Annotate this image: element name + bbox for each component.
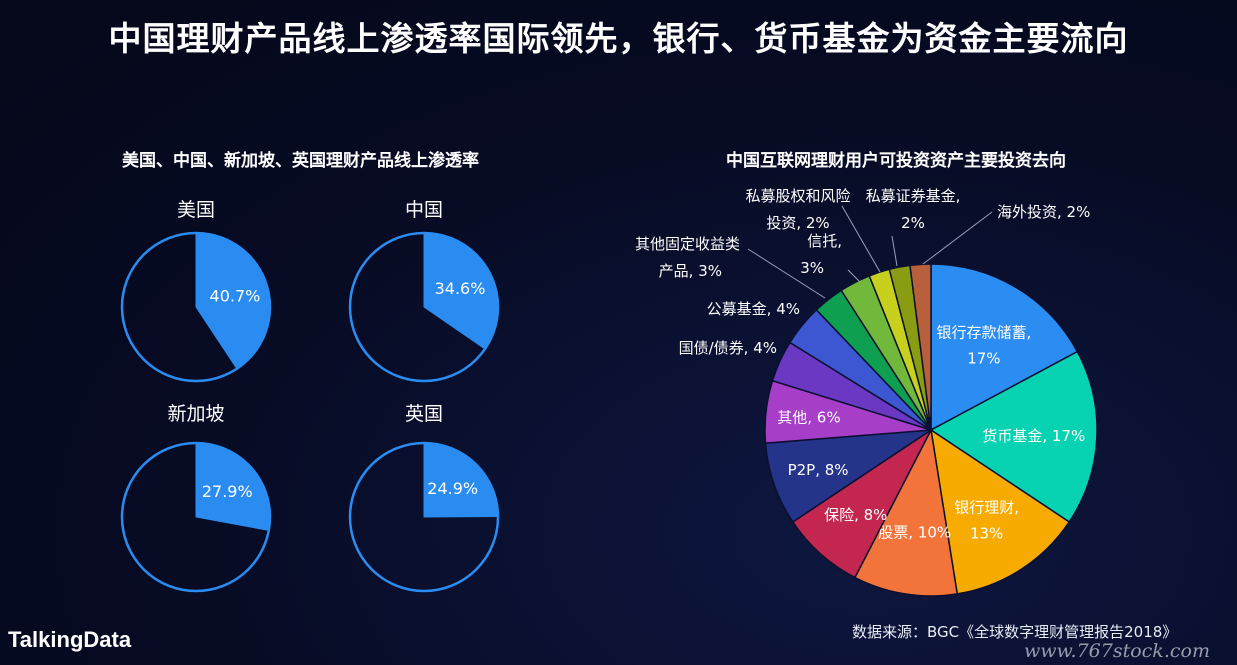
- panel-title-2: 新加坡: [167, 403, 224, 425]
- panel-slice-1: [423, 232, 499, 350]
- panel-label-0: 40.7%: [210, 286, 261, 305]
- slice-label-12: 私募证券基金,: [866, 187, 961, 205]
- source-note: 数据来源：BGC《全球数字理财管理报告2018》: [852, 623, 1178, 641]
- panel-label-1: 34.6%: [435, 279, 486, 298]
- slice-label-5: P2P, 8%: [788, 461, 849, 479]
- panel-label-3: 24.9%: [427, 479, 478, 498]
- slice-label-11: 私募股权和风险: [745, 187, 850, 205]
- slice-label-line2-0: 17%: [967, 350, 1000, 368]
- slice-0: [930, 263, 1079, 432]
- leader-line-12: [891, 235, 898, 267]
- slice-3: [853, 427, 959, 597]
- panel-title-0: 美国: [177, 199, 215, 221]
- panel-title-3: 英国: [405, 403, 443, 425]
- watermark: www.767stock.com: [1024, 640, 1210, 662]
- slice-label-13: 海外投资, 2%: [997, 203, 1090, 221]
- slice-label-line2-2: 13%: [970, 525, 1003, 543]
- slice-label-line2-11: 投资, 2%: [766, 214, 829, 232]
- slice-label-2: 银行理财,: [954, 499, 1019, 517]
- leader-line-10: [847, 269, 861, 283]
- right-chart-title: 中国互联网理财用户可投资资产主要投资去向: [726, 151, 1066, 171]
- slice-label-0: 银行存款储蓄,: [936, 324, 1031, 342]
- slice-label-10: 信托,: [807, 232, 842, 250]
- panel-slice-2: [195, 442, 271, 531]
- left-chart-title: 美国、中国、新加坡、英国理财产品线上渗透率: [122, 151, 479, 171]
- leader-line-9: [747, 248, 826, 299]
- slice-label-line2-12: 2%: [901, 214, 925, 232]
- slice-2: [929, 428, 1071, 595]
- slice-label-line2-9: 产品, 3%: [659, 262, 722, 280]
- slice-label-6: 其他, 6%: [777, 408, 840, 426]
- slice-1: [929, 350, 1098, 523]
- slice-label-line2-10: 3%: [800, 259, 824, 277]
- talkingdata-logo: TalkingData: [8, 627, 132, 652]
- slice-label-1: 货币基金, 17%: [982, 427, 1085, 445]
- slice-label-9: 其他固定收益类: [635, 235, 740, 253]
- slice-label-3: 股票, 10%: [878, 524, 951, 542]
- panel-slice-0: [195, 232, 271, 370]
- slice-label-8: 公募基金, 4%: [707, 300, 800, 318]
- leader-line-11: [841, 205, 881, 273]
- panel-label-2: 27.9%: [202, 482, 253, 501]
- slice-13: [909, 263, 932, 431]
- leader-line-13: [922, 211, 993, 265]
- page-title: 中国理财产品线上渗透率国际领先，银行、货币基金为资金主要流向: [108, 19, 1129, 58]
- panel-title-1: 中国: [405, 199, 443, 221]
- slice-label-4: 保险, 8%: [824, 506, 887, 524]
- slice-label-7: 国债/债券, 4%: [679, 339, 777, 357]
- panel-slice-3: [423, 442, 499, 518]
